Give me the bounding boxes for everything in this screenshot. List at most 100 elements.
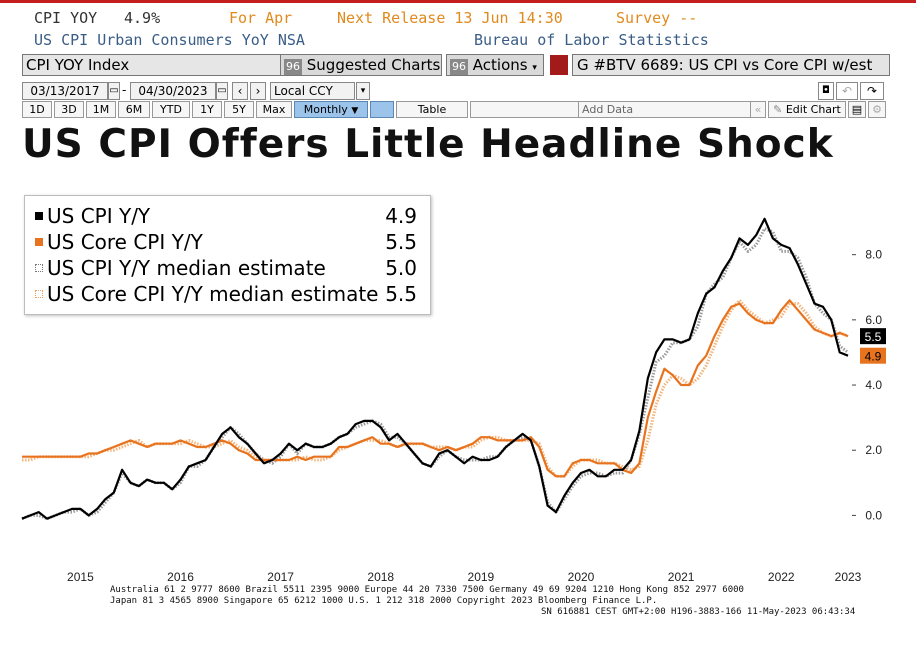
x-tick-label: 2021	[668, 570, 695, 584]
legend-value: 5.5	[385, 230, 417, 254]
period-button-5y[interactable]: 5Y	[224, 101, 254, 118]
legend-item-cpi-median: US CPI Y/Y median estimate 5.0	[35, 256, 423, 281]
data-source: Bureau of Labor Statistics	[474, 31, 709, 49]
calendar-icon[interactable]: ▭	[216, 82, 228, 100]
double-chevron-left-icon[interactable]: «	[750, 101, 766, 118]
series-line-cpi	[21, 217, 849, 520]
period-button-1m[interactable]: 1M	[86, 101, 116, 118]
chart-type-button[interactable]	[370, 101, 394, 118]
y-tick-label: 6.0	[865, 313, 882, 327]
date-range-bar: 03/13/2017 ▭ - 04/30/2023 ▭ ‹ › Local CC…	[22, 82, 886, 100]
edit-chart-button[interactable]: ✎ Edit Chart	[768, 101, 846, 118]
series-lines	[21, 217, 849, 521]
y-tick-label: 4.0	[865, 378, 882, 392]
for-period: For Apr	[229, 9, 293, 27]
start-date-input[interactable]: 03/13/2017	[22, 82, 108, 100]
ticker-label: CPI YOY	[34, 9, 98, 27]
series-description: US CPI Urban Consumers YoY NSA	[34, 31, 305, 49]
header-summary: CPI YOY 4.9% For Apr Next Release 13 Jun…	[0, 9, 916, 31]
table-button[interactable]: Table	[396, 101, 468, 118]
chart-color-swatch	[550, 55, 568, 75]
x-tick-label: 2023	[835, 570, 862, 584]
x-axis: 2015 2016 2017 2018 2019 2020 2021 2022 2023	[67, 570, 862, 584]
index-field[interactable]: CPI YOY Index	[22, 54, 281, 76]
x-tick-label: 2019	[468, 570, 495, 584]
redo-icon[interactable]: ↷	[860, 82, 884, 100]
legend-value: 5.5	[385, 282, 417, 306]
suggested-charts-icon: 96	[284, 59, 302, 75]
legend-label: US CPI Y/Y	[47, 204, 151, 228]
series-line-core-cpi	[22, 299, 849, 478]
last-value-label-core-box	[860, 347, 886, 364]
legend-label: US Core CPI Y/Y median estimate	[47, 282, 379, 306]
pencil-icon: ✎	[773, 103, 783, 116]
header-description: US CPI Urban Consumers YoY NSA Bureau of…	[0, 31, 916, 53]
legend-swatch-cpi-median	[35, 264, 43, 272]
x-tick-label: 2017	[267, 570, 294, 584]
actions-label: Actions	[472, 56, 528, 74]
undo-icon[interactable]: ↶	[836, 82, 858, 100]
legend-label: US CPI Y/Y median estimate	[47, 256, 326, 280]
footer-contacts-1: Australia 61 2 9777 8600 Brazil 5511 239…	[110, 585, 744, 595]
survey: Survey --	[616, 9, 698, 27]
gear-icon[interactable]: ⚙	[868, 101, 886, 118]
y-tick-label: 2.0	[865, 443, 882, 457]
date-separator: -	[122, 83, 127, 97]
x-tick-label: 2022	[768, 570, 795, 584]
next-release: Next Release 13 Jun 14:30	[337, 9, 563, 27]
suggested-charts-button[interactable]: 96 Suggested Charts	[280, 54, 442, 76]
chart-legend: US CPI Y/Y 4.9 US Core CPI Y/Y 5.5 US CP…	[24, 195, 431, 315]
chevron-left-icon[interactable]: ‹	[232, 82, 248, 100]
legend-item-cpi: US CPI Y/Y 4.9	[35, 204, 423, 229]
period-button-6m[interactable]: 6M	[118, 101, 150, 118]
caret-down-icon: ▼	[351, 106, 359, 116]
footer-timestamp: SN 616881 CEST GMT+2:00 H196-3883-166 11…	[541, 607, 856, 617]
y-axis: 0.0 2.0 4.0 6.0 8.0	[852, 248, 882, 522]
frequency-value: Monthly	[303, 103, 348, 116]
chevron-right-icon[interactable]: ›	[250, 82, 266, 100]
toolbar: CPI YOY Index 96 Suggested Charts 96 Act…	[22, 54, 890, 76]
suggested-charts-label: Suggested Charts	[306, 56, 441, 74]
last-value-label-core: 4.9	[865, 350, 882, 364]
legend-swatch-core-median	[35, 290, 43, 298]
last-value-labels: 4.95.5	[860, 328, 886, 364]
actions-icon: 96	[450, 59, 468, 75]
end-date-input[interactable]: 04/30/2023	[130, 82, 216, 100]
x-tick-label: 2020	[568, 570, 595, 584]
period-toolbar: 1D 3D 1M 6M YTD 1Y 5Y Max Monthly ▼ Tabl…	[22, 101, 886, 118]
legend-swatch-core-cpi	[35, 238, 43, 246]
edit-chart-label: Edit Chart	[785, 103, 841, 116]
x-tick-label: 2015	[67, 570, 94, 584]
x-tick-label: 2018	[367, 570, 394, 584]
legend-swatch-cpi	[35, 212, 43, 220]
caret-down-icon: ▾	[532, 63, 537, 73]
new-window-icon[interactable]: ◘	[818, 82, 834, 100]
frequency-select[interactable]: Monthly ▼	[294, 101, 368, 118]
footer-contacts-2: Japan 81 3 4565 8900 Singapore 65 6212 1…	[110, 596, 658, 606]
caret-down-icon[interactable]: ▾	[356, 82, 370, 100]
x-tick-label: 2016	[167, 570, 194, 584]
currency-value: Local CCY	[274, 84, 333, 98]
calendar-icon[interactable]: ▭	[108, 82, 120, 100]
legend-item-core-cpi: US Core CPI Y/Y 5.5	[35, 230, 423, 255]
last-value-label-cpi-box	[860, 328, 886, 345]
currency-select[interactable]: Local CCY	[270, 82, 355, 100]
last-value: 4.9%	[124, 9, 161, 27]
add-data-input[interactable]: Add Data	[578, 101, 753, 118]
index-field-text: CPI YOY Index	[26, 56, 130, 74]
legend-value: 4.9	[385, 204, 417, 228]
period-button-1d[interactable]: 1D	[22, 101, 52, 118]
legend-label: US Core CPI Y/Y	[47, 230, 203, 254]
y-tick-label: 0.0	[865, 508, 882, 522]
period-button-1y[interactable]: 1Y	[192, 101, 222, 118]
series-line-core-median	[22, 298, 849, 478]
period-button-max[interactable]: Max	[256, 101, 292, 118]
chart-id-field[interactable]: G #BTV 6689: US CPI vs Core CPI w/est	[572, 54, 890, 76]
legend-value: 5.0	[385, 256, 417, 280]
y-tick-label: 8.0	[865, 248, 882, 262]
chart-export-icon[interactable]: ▤	[848, 101, 866, 118]
period-button-ytd[interactable]: YTD	[152, 101, 190, 118]
period-button-3d[interactable]: 3D	[54, 101, 84, 118]
actions-button[interactable]: 96 Actions ▾	[446, 54, 544, 76]
